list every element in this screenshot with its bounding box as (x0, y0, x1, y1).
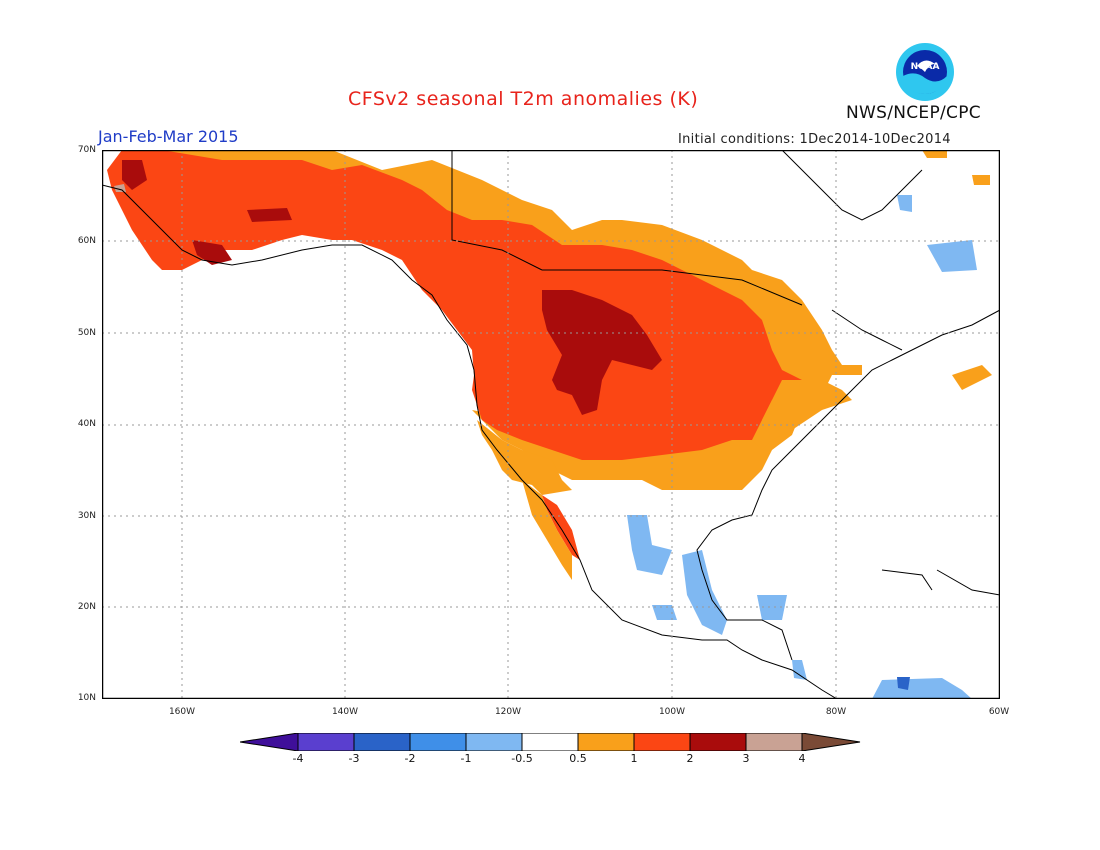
noaa-logo: NOAA (895, 42, 955, 102)
colorbar-label: 4 (798, 752, 806, 765)
colorbar-segment (521, 732, 579, 752)
colorbar-label: -3 (348, 752, 360, 765)
lon-label-140w: 140W (331, 707, 359, 717)
anomaly-region-orange-southwest (477, 420, 572, 495)
lat-label-70n: 70N (77, 145, 96, 155)
colorbar-label: 0.5 (569, 752, 587, 765)
anomaly-region-blue-pacific-mx (652, 605, 677, 620)
colorbar-segment (745, 732, 803, 752)
colorbar-segment (239, 732, 299, 752)
anomaly-region-orange-greenland (922, 150, 947, 158)
colorbar-segment (353, 732, 411, 752)
noaa-logo-text: NOAA (911, 62, 940, 72)
lat-label-40n: 40N (77, 419, 96, 429)
anomaly-region-blue-yucatan (757, 595, 787, 620)
lat-label-20n: 20N (77, 602, 96, 612)
anomaly-region-darkred-yukon (247, 208, 292, 222)
graticule (102, 150, 1000, 699)
lat-label-60n: 60N (77, 236, 96, 246)
colorbar-label: 1 (630, 752, 638, 765)
lat-label-10n: 10N (77, 693, 96, 703)
colorbar-label: 3 (742, 752, 750, 765)
lon-label-80w: 80W (825, 707, 847, 717)
anomaly-region-red-main (107, 150, 802, 460)
anomaly-region-blue-labrador (927, 240, 977, 272)
anomaly-region-orange-baja (522, 480, 572, 580)
colorbar-label: -0.5 (511, 752, 533, 765)
lon-label-160w: 160W (168, 707, 196, 717)
forecast-period: Jan-Feb-Mar 2015 (98, 127, 239, 146)
anomaly-region-brown-alaska (114, 184, 126, 192)
anomaly-region-darkred-bahamas (897, 677, 910, 690)
colorbar-label: 2 (686, 752, 694, 765)
colorbar-label: -4 (292, 752, 304, 765)
colorbar-label: -1 (460, 752, 472, 765)
colorbar-segment (409, 732, 467, 752)
lon-label-100w: 100W (658, 707, 686, 717)
anomaly-region-blue-gulfcoast (682, 550, 727, 635)
colorbar-label: -2 (404, 752, 416, 765)
initial-conditions: Initial conditions: 1Dec2014-10Dec2014 (678, 132, 951, 147)
color-bar (239, 732, 862, 752)
colorbar-segment (577, 732, 635, 752)
anomaly-region-orange-arctic (972, 175, 990, 185)
anomaly-region-orange-east (752, 380, 852, 450)
colorbar-segment (633, 732, 691, 752)
anomaly-region-orange-newfoundland (952, 365, 992, 390)
anomaly-region-blue-central (792, 660, 807, 680)
anomaly-region-darkred-alaska (122, 160, 147, 190)
lon-label-60w: 60W (988, 707, 1010, 717)
anomaly-region-darkred-alaska-south (192, 240, 232, 265)
anomaly-map (102, 150, 1000, 699)
colorbar-segment (297, 732, 355, 752)
anomaly-shading (107, 150, 992, 699)
anomaly-region-blue-baffin (897, 195, 912, 212)
colorbar-segment (689, 732, 747, 752)
map-title: CFSv2 seasonal T2m anomalies (K) (348, 88, 699, 110)
lon-label-120w: 120W (494, 707, 522, 717)
coastlines (102, 150, 1000, 699)
anomaly-region-darkred-plains (542, 290, 662, 415)
anomaly-region-blue-mexico (627, 515, 672, 575)
colorbar-segment (801, 732, 861, 752)
agency-label: NWS/NCEP/CPC (846, 103, 981, 123)
lat-label-30n: 30N (77, 511, 96, 521)
anomaly-region-blue-caribbean (872, 678, 972, 699)
colorbar-segment (465, 732, 523, 752)
lat-label-50n: 50N (77, 328, 96, 338)
